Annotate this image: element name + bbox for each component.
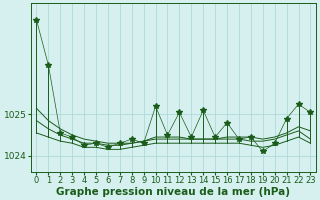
X-axis label: Graphe pression niveau de la mer (hPa): Graphe pression niveau de la mer (hPa) xyxy=(56,187,291,197)
